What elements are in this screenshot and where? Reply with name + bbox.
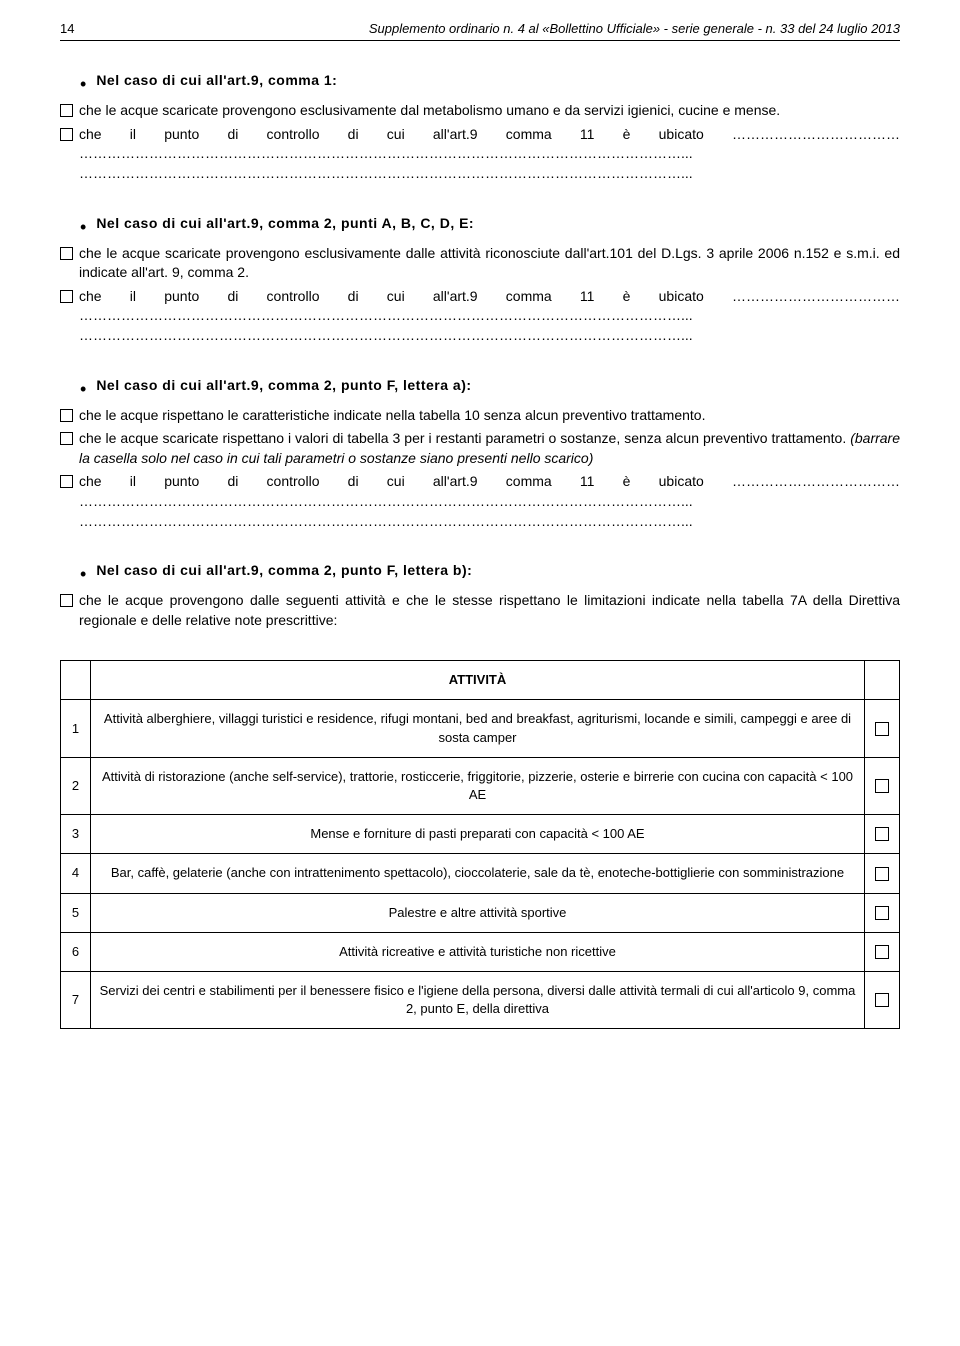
checkbox[interactable] <box>60 432 73 445</box>
bullet-icon: • <box>80 218 86 236</box>
row-check <box>865 854 900 893</box>
bullet-icon: • <box>80 565 86 583</box>
table-row: 3 Mense e forniture di pasti preparati c… <box>61 815 900 854</box>
section1-item1: che le acque scaricate provengono esclus… <box>60 101 900 121</box>
checkbox[interactable] <box>875 867 889 881</box>
section3-heading: • Nel caso di cui all'art.9, comma 2, pu… <box>80 376 900 398</box>
row-text: Servizi dei centri e stabilimenti per il… <box>91 971 865 1028</box>
row-num: 4 <box>61 854 91 893</box>
section2-item1-text: che le acque scaricate provengono esclus… <box>79 244 900 283</box>
section2-heading: • Nel caso di cui all'art.9, comma 2, pu… <box>80 214 900 236</box>
page-container: 14 Supplemento ordinario n. 4 al «Bollet… <box>0 0 960 1069</box>
table-row: 2 Attività di ristorazione (anche self-s… <box>61 757 900 814</box>
row-text: Attività ricreative e attività turistich… <box>91 932 865 971</box>
table-header-empty2 <box>865 661 900 700</box>
section3-item3-text: che il punto di controllo di cui all'art… <box>79 472 900 531</box>
row-text: Mense e forniture di pasti preparati con… <box>91 815 865 854</box>
checkbox[interactable] <box>60 475 73 488</box>
section4-heading: • Nel caso di cui all'art.9, comma 2, pu… <box>80 561 900 583</box>
row-text: Attività alberghiere, villaggi turistici… <box>91 700 865 757</box>
row-num: 3 <box>61 815 91 854</box>
row-num: 2 <box>61 757 91 814</box>
section1-heading: • Nel caso di cui all'art.9, comma 1: <box>80 71 900 93</box>
checkbox[interactable] <box>60 247 73 260</box>
section1-item2-text: che il punto di controllo di cui all'art… <box>79 125 900 184</box>
section4-intro: che le acque provengono dalle seguenti a… <box>60 591 900 630</box>
checkbox[interactable] <box>875 722 889 736</box>
row-check <box>865 815 900 854</box>
row-num: 6 <box>61 932 91 971</box>
section1-item1-text: che le acque scaricate provengono esclus… <box>79 101 900 121</box>
page-number: 14 <box>60 20 90 38</box>
header-title: Supplemento ordinario n. 4 al «Bollettin… <box>90 20 900 38</box>
section2-item2: che il punto di controllo di cui all'art… <box>60 287 900 346</box>
table-header-row: ATTIVITÀ <box>61 661 900 700</box>
row-text: Attività di ristorazione (anche self-ser… <box>91 757 865 814</box>
row-check <box>865 932 900 971</box>
checkbox[interactable] <box>60 594 73 607</box>
section1-heading-text: Nel caso di cui all'art.9, comma 1: <box>96 71 337 91</box>
checkbox[interactable] <box>60 104 73 117</box>
table-row: 7 Servizi dei centri e stabilimenti per … <box>61 971 900 1028</box>
section2-item1: che le acque scaricate provengono esclus… <box>60 244 900 283</box>
section3-item2-text: che le acque scaricate rispettano i valo… <box>79 429 900 468</box>
table-row: 5 Palestre e altre attività sportive <box>61 893 900 932</box>
checkbox[interactable] <box>875 993 889 1007</box>
section3-item2: che le acque scaricate rispettano i valo… <box>60 429 900 468</box>
bullet-icon: • <box>80 75 86 93</box>
section1-item2: che il punto di controllo di cui all'art… <box>60 125 900 184</box>
section3-heading-text: Nel caso di cui all'art.9, comma 2, punt… <box>96 376 471 396</box>
section-art9-comma2-f-a: • Nel caso di cui all'art.9, comma 2, pu… <box>60 376 900 532</box>
section4-heading-text: Nel caso di cui all'art.9, comma 2, punt… <box>96 561 472 581</box>
row-check <box>865 757 900 814</box>
section2-item2-text: che il punto di controllo di cui all'art… <box>79 287 900 346</box>
table-header-attivita: ATTIVITÀ <box>91 661 865 700</box>
checkbox[interactable] <box>875 779 889 793</box>
bullet-icon: • <box>80 380 86 398</box>
checkbox[interactable] <box>60 409 73 422</box>
row-text: Bar, caffè, gelaterie (anche con intratt… <box>91 854 865 893</box>
table-row: 1 Attività alberghiere, villaggi turisti… <box>61 700 900 757</box>
table-header-empty1 <box>61 661 91 700</box>
checkbox[interactable] <box>875 906 889 920</box>
row-check <box>865 971 900 1028</box>
section3-item3: che il punto di controllo di cui all'art… <box>60 472 900 531</box>
section3-item1-text: che le acque rispettano le caratteristic… <box>79 406 900 426</box>
row-num: 5 <box>61 893 91 932</box>
section3-item1: che le acque rispettano le caratteristic… <box>60 406 900 426</box>
checkbox[interactable] <box>60 128 73 141</box>
row-text: Palestre e altre attività sportive <box>91 893 865 932</box>
attivita-table: ATTIVITÀ 1 Attività alberghiere, villagg… <box>60 660 900 1029</box>
section-art9-comma2-abcde: • Nel caso di cui all'art.9, comma 2, pu… <box>60 214 900 346</box>
section-art9-comma2-f-b: • Nel caso di cui all'art.9, comma 2, pu… <box>60 561 900 630</box>
checkbox[interactable] <box>875 945 889 959</box>
table-row: 6 Attività ricreative e attività turisti… <box>61 932 900 971</box>
row-check <box>865 893 900 932</box>
section2-heading-text: Nel caso di cui all'art.9, comma 2, punt… <box>96 214 474 234</box>
section4-intro-text: che le acque provengono dalle seguenti a… <box>79 591 900 630</box>
row-num: 1 <box>61 700 91 757</box>
section-art9-comma1: • Nel caso di cui all'art.9, comma 1: ch… <box>60 71 900 183</box>
section3-item2-pre: che le acque scaricate rispettano i valo… <box>79 430 850 446</box>
row-num: 7 <box>61 971 91 1028</box>
checkbox[interactable] <box>60 290 73 303</box>
table-row: 4 Bar, caffè, gelaterie (anche con intra… <box>61 854 900 893</box>
row-check <box>865 700 900 757</box>
page-header: 14 Supplemento ordinario n. 4 al «Bollet… <box>60 20 900 41</box>
checkbox[interactable] <box>875 827 889 841</box>
